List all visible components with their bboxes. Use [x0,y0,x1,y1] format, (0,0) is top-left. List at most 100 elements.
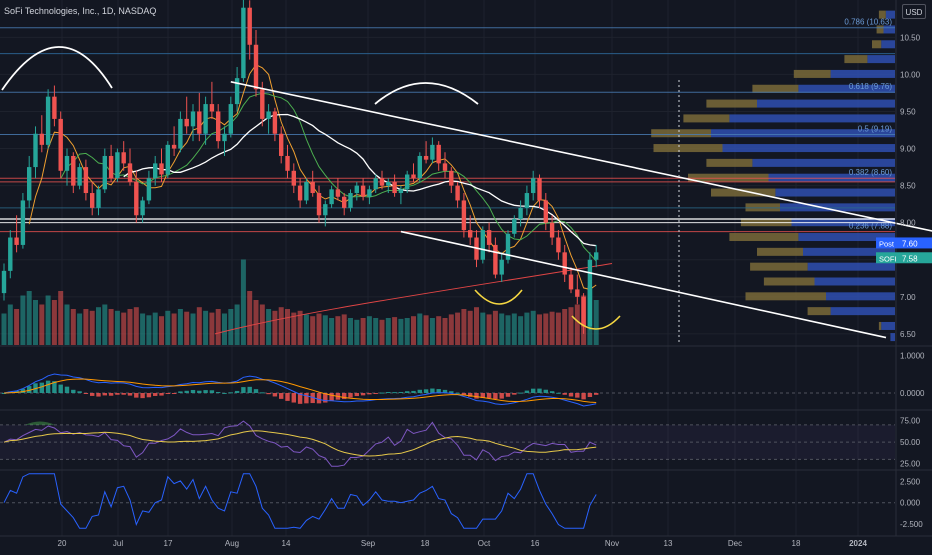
candle-body [499,259,504,275]
volume-bar [442,318,448,345]
macd-histogram-bar [486,393,492,399]
macd-histogram-bar [461,393,467,396]
volume-profile-up-bar [814,277,895,286]
volume-profile-down-bar [763,277,815,286]
macd-histogram-bar [108,393,114,396]
candle [537,174,542,208]
candle [581,293,586,334]
volume-profile-up-bar [890,333,895,342]
macd-histogram-bar [581,393,586,400]
last-price-badge-label: SOFI [879,254,897,263]
macd-histogram-bar [71,389,76,393]
candle-body [524,193,530,208]
rsi-ma-line [3,430,597,457]
candle [8,230,13,279]
macd-histogram-bar [197,390,202,393]
volume-bar [593,300,599,345]
volume-bar [14,309,20,345]
candle [20,193,26,249]
macd-histogram-bar [171,393,177,394]
candle-body [568,274,574,290]
macd-histogram-bar [386,391,391,393]
candle [575,274,580,305]
macd-histogram-bar [323,393,328,403]
candle-body [417,155,422,179]
candle [354,181,359,201]
volume-profile-up-bar [803,247,895,256]
macd-histogram-bar [329,393,334,401]
candle [417,152,422,182]
macd-histogram-bar [190,389,196,393]
candle-body [58,118,63,171]
volume-bar [159,316,164,345]
candle-body [442,163,448,171]
time-tick-label: Dec [728,539,742,548]
volume-bar [259,304,265,345]
candle [33,126,38,179]
candle-body [20,200,26,245]
volume-bar [392,317,398,345]
candle [140,196,145,223]
macd-histogram-bar [297,393,303,404]
candle [253,29,259,97]
macd-histogram-bar [266,393,271,395]
volume-bar [486,314,492,345]
volume-bar [335,316,341,345]
candle [234,67,240,112]
volume-profile-down-bar [844,55,868,64]
time-tick-label: 18 [792,539,801,548]
candle [1,263,7,301]
macd-histogram-bar [474,393,479,399]
candle-body [102,155,107,190]
candle [279,126,284,164]
candle [531,170,536,201]
volume-bar [530,310,536,345]
macd-histogram-bar [1,393,7,394]
volume-profile-down-bar [872,40,882,49]
candle-body [562,252,567,275]
macd-histogram-bar [165,393,170,394]
volume-profile-down-bar [683,114,730,123]
candle-body [64,155,70,171]
macd-histogram-bar [373,393,378,394]
macd-histogram-bar [52,381,57,393]
volume-bar [385,318,391,345]
volume-bar [285,309,290,345]
candle [373,174,378,194]
macd-histogram-bar [449,391,454,393]
volume-bar [70,309,76,345]
candle [27,155,32,208]
candle-body [247,7,252,45]
macd-histogram-bar [417,389,422,393]
currency-button[interactable]: USD [902,4,926,19]
candle [518,200,523,227]
candle-body [430,144,435,160]
macd-histogram-bar [568,393,574,397]
candle [115,148,120,182]
volume-bar [278,307,284,345]
macd-histogram-bar [348,393,353,398]
macd-histogram-bar [442,389,448,393]
volume-profile-up-bar [881,321,895,330]
volume-profile-down-bar [750,262,808,271]
volume-bar [77,313,83,345]
volume-profile-down-bar [706,158,753,167]
symbol-title: SoFi Technologies, Inc., 1D, NASDAQ [4,6,157,16]
candle [241,0,246,82]
macd-histogram-bar [562,393,567,395]
candle-body [203,104,208,134]
volume-bar [373,318,379,345]
candle [316,185,322,223]
candle-body [297,185,303,201]
oscillator-tick-label: 2.500 [900,477,921,486]
macd-histogram-bar [234,390,240,393]
volume-profile-up-bar [791,218,895,227]
candle-body [480,230,485,260]
volume-bar [121,312,127,345]
candle [348,189,353,212]
macd-histogram-bar [20,388,26,393]
ma-slow-line [123,113,597,247]
volume-bar [436,316,442,345]
candle-body [228,104,233,134]
